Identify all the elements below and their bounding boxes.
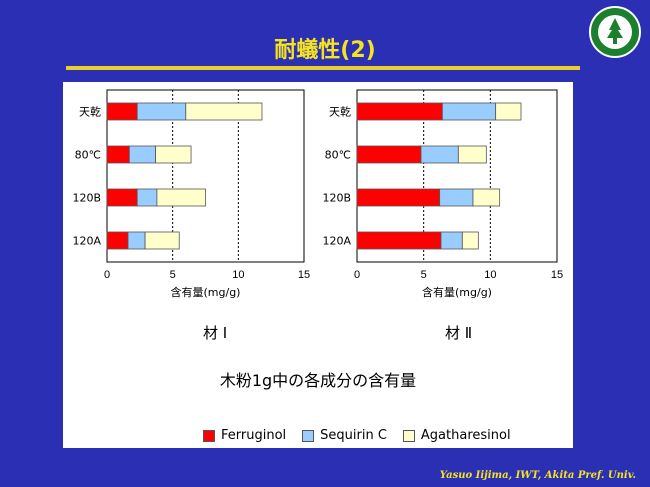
chart2-category-label: 120A: [322, 235, 351, 248]
chart2-bar-agatharesinol: [457, 145, 487, 164]
university-seal-icon: [589, 6, 641, 58]
chart1-category-label: 120A: [72, 235, 101, 248]
legend-item-ferruginol: Ferruginol: [203, 428, 286, 443]
legend-label-ferruginol: Ferruginol: [221, 428, 287, 443]
chart2-category-label: 120B: [322, 192, 351, 205]
chart2-bar-ferruginol: [356, 188, 441, 207]
chart1-bar-ferruginol: [106, 145, 130, 164]
chart2-bar-sequirin: [440, 231, 463, 250]
chart1-bar-sequirin: [136, 188, 158, 207]
chart1-bar-ferruginol: [106, 102, 138, 121]
chart1-x-tick-label: 15: [298, 269, 310, 281]
legend-label-agatharesinol: Agatharesinol: [420, 428, 511, 443]
legend-swatch-sequirin: [302, 429, 315, 442]
chart1-plot-area: [106, 89, 305, 263]
legend-swatch-ferruginol: [203, 429, 215, 442]
chart2-bar-ferruginol: [356, 231, 442, 250]
chart2-bar-ferruginol: [356, 145, 422, 164]
chart2-bar-agatharesinol: [461, 231, 479, 250]
chart1-bar-agatharesinol: [155, 145, 192, 164]
chart1-bar-ferruginol: [106, 231, 129, 250]
caption-material-2: 材 Ⅱ: [445, 324, 473, 342]
chart2-bar-agatharesinol: [472, 188, 501, 207]
legend-label-sequirin: Sequirin C: [320, 428, 387, 443]
chart1-x-tick-label: 0: [104, 269, 110, 281]
legend-item-sequirin: Sequirin C: [302, 428, 387, 443]
chart1-x-tick-label: 10: [232, 269, 244, 281]
title-underline: [66, 66, 580, 70]
chart2-bar-sequirin: [441, 102, 497, 121]
legend: Ferruginol Sequirin C Agatharesinol: [203, 428, 511, 443]
chart1-x-tick-label: 5: [170, 269, 176, 281]
caption-material-1: 材 Ⅰ: [203, 324, 228, 342]
legend-swatch-agatharesinol: [402, 429, 415, 442]
chart2-bar-sequirin: [420, 145, 459, 164]
chart1-bar-agatharesinol: [144, 231, 180, 250]
chart2-x-tick-label: 15: [551, 269, 563, 281]
chart1-bar-agatharesinol: [156, 188, 206, 207]
chart2-x-tick-label: 5: [421, 269, 427, 281]
chart1-category-label: 天乾: [79, 106, 101, 119]
chart1-bar-sequirin: [136, 102, 187, 121]
chart2-bar-ferruginol: [356, 102, 443, 121]
chart1-bar-sequirin: [127, 231, 146, 250]
footer-credit: Yasuo Iijima, IWT, Akita Pref. Univ.: [439, 470, 636, 481]
figure-panel: 0 5 10 15 含有量(mg/g) 天乾 80℃ 120B 120A 0 5 10 15 含有量(mg…: [63, 82, 573, 448]
slide-title: 耐蟻性(2): [274, 38, 376, 63]
chart2-x-tick-label: 0: [354, 269, 360, 281]
chart2-bar-agatharesinol: [495, 102, 522, 121]
chart1-bar-sequirin: [128, 145, 156, 164]
chart2-category-label: 80℃: [325, 149, 351, 162]
figure-subtitle: 木粉1g中の各成分の含有量: [219, 371, 417, 390]
chart1-category-label: 80℃: [75, 149, 101, 162]
chart1-bar-agatharesinol: [185, 102, 263, 121]
charts-svg: 0 5 10 15 含有量(mg/g) 天乾 80℃ 120B 120A 0 5 10 15 含有量(mg…: [72, 89, 563, 299]
chart2-x-axis-label: 含有量(mg/g): [422, 285, 492, 299]
chart2-x-tick-label: 10: [484, 269, 496, 281]
chart2-category-label: 天乾: [329, 106, 351, 119]
chart1-x-axis-label: 含有量(mg/g): [171, 285, 241, 299]
chart2-plot-area: [356, 89, 558, 263]
chart2-bar-sequirin: [439, 188, 474, 207]
chart1-category-label: 120B: [72, 192, 101, 205]
legend-item-agatharesinol: Agatharesinol: [402, 428, 511, 443]
chart1-bar-ferruginol: [106, 188, 138, 207]
